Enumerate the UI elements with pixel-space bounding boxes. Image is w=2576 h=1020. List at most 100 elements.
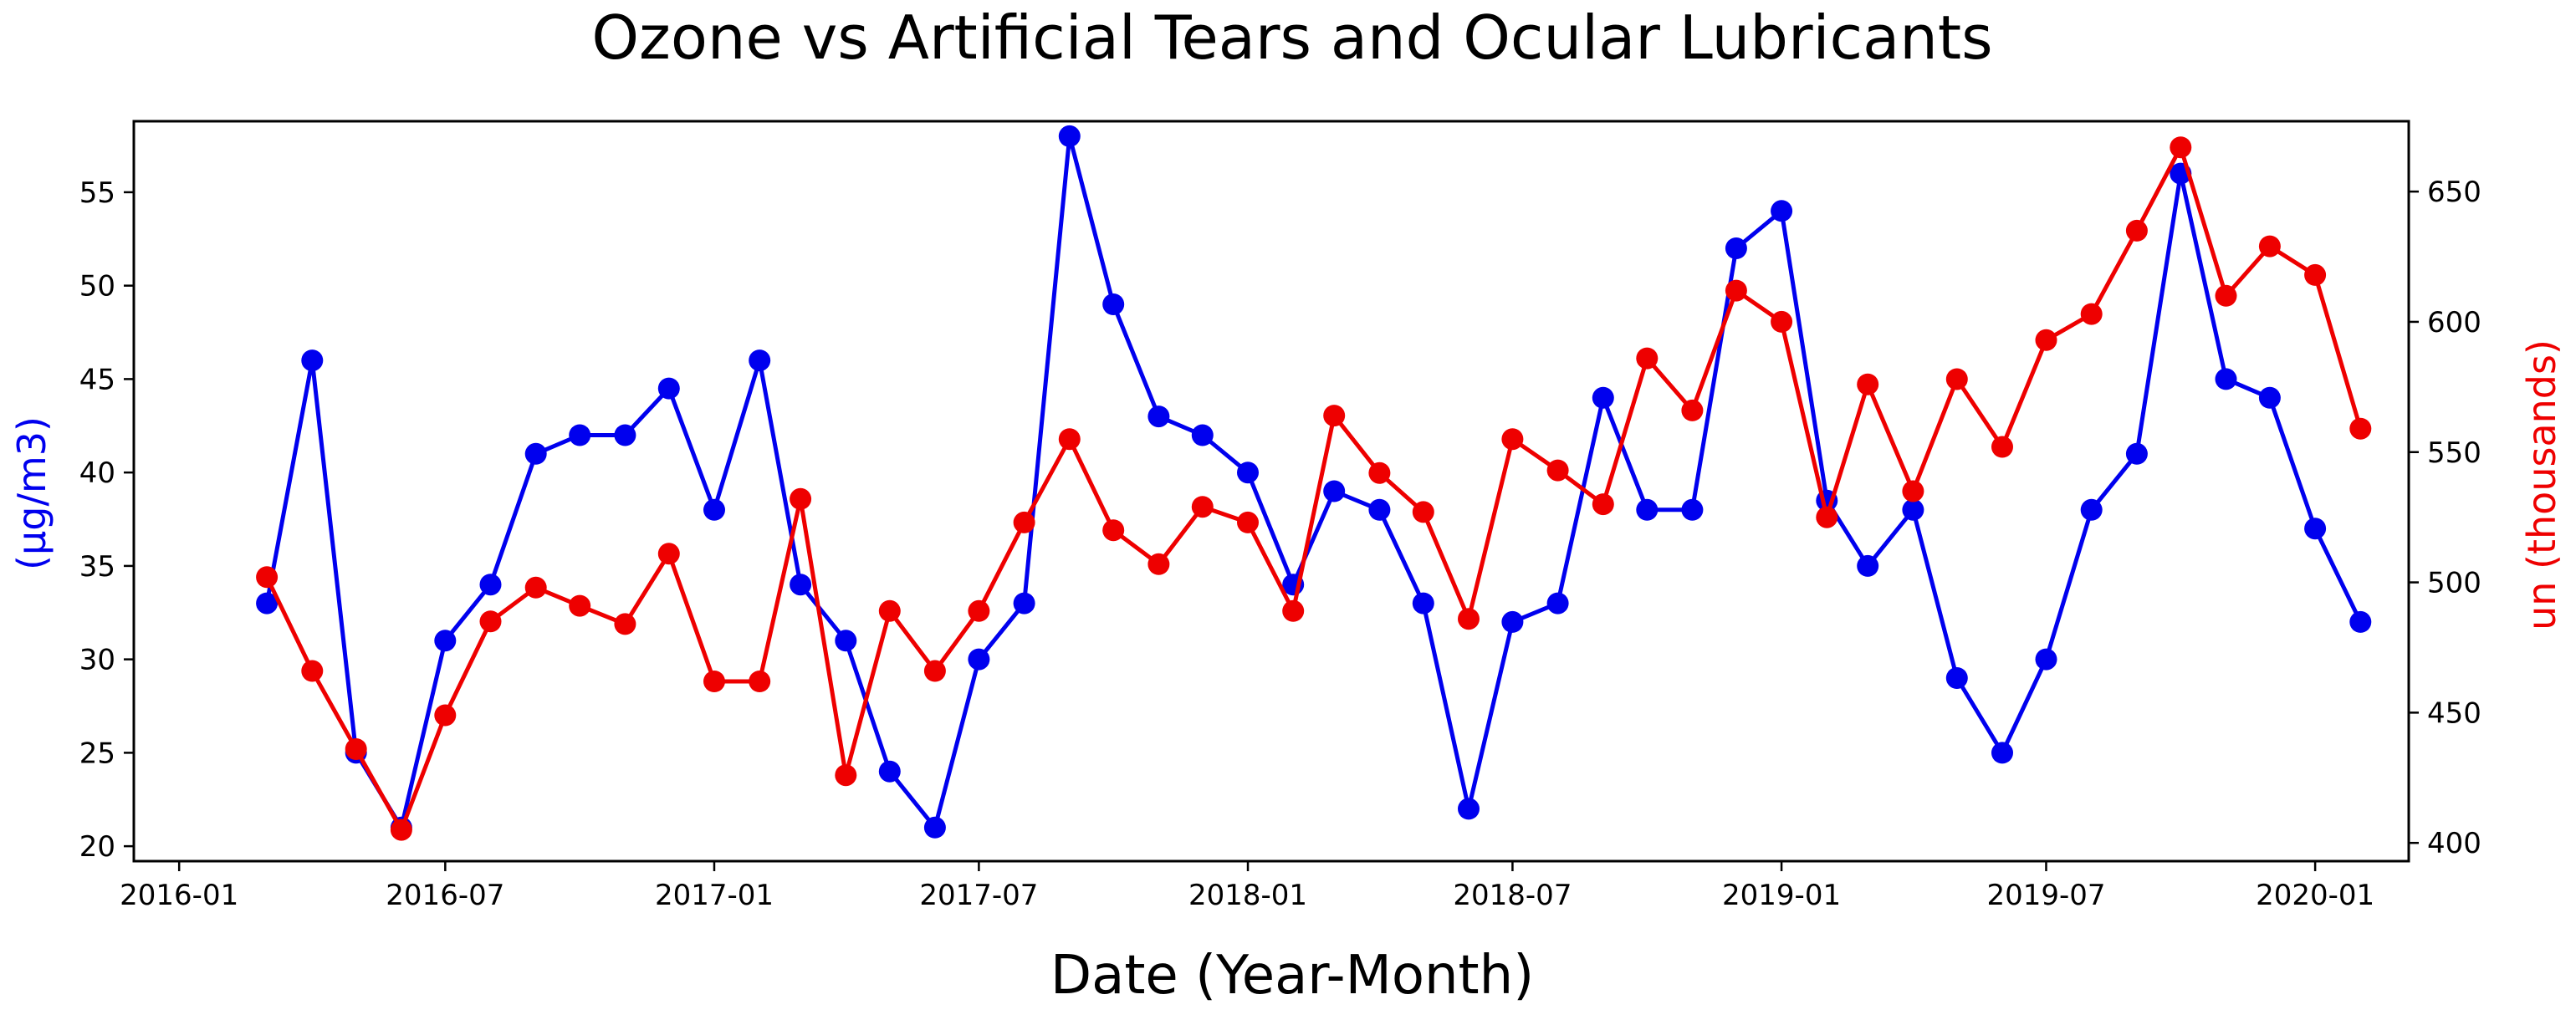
data-point-right [790, 487, 812, 510]
data-point-left [657, 377, 680, 400]
data-point-left [1546, 592, 1569, 615]
data-point-right [1857, 373, 1879, 395]
data-point-right [1501, 428, 1524, 451]
data-point-right [1147, 553, 1170, 575]
y-left-tick-label: 35 [79, 550, 115, 584]
data-point-right [2035, 329, 2057, 351]
data-point-left [2258, 386, 2281, 409]
data-point-right [1058, 428, 1081, 451]
data-point-left [614, 424, 636, 446]
x-tick-label: 2016-07 [386, 879, 504, 912]
data-point-left [2304, 518, 2327, 540]
data-point-left [479, 574, 502, 596]
data-point-left [835, 630, 857, 652]
data-point-left [1991, 742, 2013, 764]
data-point-left [1368, 498, 1391, 521]
data-point-left [2349, 610, 2372, 633]
y-right-tick-label: 450 [2427, 696, 2481, 730]
data-point-right [657, 543, 680, 565]
data-point-right [1816, 506, 1838, 528]
data-point-right [434, 704, 457, 727]
data-point-right [2349, 417, 2372, 440]
data-point-right [390, 819, 412, 841]
data-point-right [1191, 496, 1214, 518]
chart-title: Ozone vs Artificial Tears and Ocular Lub… [591, 3, 1992, 73]
data-point-left [2125, 442, 2148, 465]
data-point-right [1323, 405, 1346, 427]
y-axis-label-right: un (thousands) [2519, 339, 2564, 630]
plot-area [132, 120, 2410, 863]
data-point-left [569, 424, 591, 446]
data-point-right [1546, 459, 1569, 482]
data-point-right [749, 671, 771, 692]
data-point-right [1013, 511, 1035, 533]
data-point-left [256, 592, 279, 615]
data-point-right [2304, 263, 2327, 286]
series-line-right [264, 145, 2363, 833]
x-tick-label: 2019-07 [1986, 879, 2105, 912]
data-point-right [1902, 480, 1924, 502]
y-right-tick-label: 650 [2427, 176, 2481, 209]
y-left-tick-label: 30 [79, 644, 115, 677]
data-point-left [1725, 237, 1747, 259]
data-point-right [1412, 501, 1434, 523]
x-axis-label: Date (Year-Month) [1050, 945, 1534, 1007]
data-point-left [923, 816, 946, 839]
data-point-right [2170, 136, 2192, 159]
x-tick-label: 2020-01 [2256, 879, 2374, 912]
data-point-right [1458, 608, 1480, 630]
data-point-right [1725, 279, 1747, 302]
x-tick-label: 2018-01 [1188, 879, 1307, 912]
x-tick-label: 2018-07 [1453, 879, 1572, 912]
y-left-tick-label: 55 [79, 176, 115, 210]
data-point-right [479, 610, 502, 633]
data-point-right [614, 613, 636, 635]
data-point-left [1237, 462, 1259, 484]
data-point-left [1681, 498, 1704, 521]
data-point-right [703, 671, 725, 692]
data-point-right [878, 599, 901, 622]
data-point-right [569, 594, 591, 617]
data-point-left [1902, 498, 1924, 521]
data-point-right [1945, 368, 1968, 390]
data-point-right [524, 576, 547, 599]
data-point-right [1771, 310, 1793, 333]
data-point-right [2215, 284, 2237, 307]
data-point-right [1592, 493, 1614, 516]
y-right-tick-label: 600 [2427, 306, 2481, 339]
data-point-left [1191, 424, 1214, 446]
data-point-left [1857, 554, 1879, 577]
data-point-right [345, 738, 367, 760]
y-left-tick-label: 50 [79, 270, 115, 303]
y-left-tick-label: 45 [79, 363, 115, 396]
x-tick-label: 2017-01 [655, 879, 774, 912]
plot-frame [132, 120, 2410, 863]
series-left [256, 125, 2372, 839]
data-point-left [1102, 293, 1125, 315]
data-point-left [968, 648, 990, 671]
data-point-right [835, 764, 857, 787]
data-point-left [2080, 498, 2103, 521]
data-point-left [790, 574, 812, 596]
data-point-left [1458, 798, 1480, 820]
data-point-right [256, 566, 279, 589]
data-point-right [301, 660, 324, 682]
data-point-right [1237, 511, 1259, 533]
data-point-right [1282, 599, 1305, 622]
y-right-tick-label: 400 [2427, 827, 2481, 860]
data-point-left [434, 630, 457, 652]
ticks-layer: 2016-01 2016-07 2017-01 2017-07 2018-01 2018-… [79, 176, 2481, 912]
data-point-right [2125, 219, 2148, 242]
series-line-left [264, 134, 2363, 830]
x-tick-label: 2019-01 [1722, 879, 1841, 912]
data-point-left [1147, 405, 1170, 428]
data-point-left [1013, 592, 1035, 615]
y-axis-label-left: (µg/m3) [9, 416, 54, 570]
x-tick-label: 2016-01 [120, 879, 238, 912]
data-point-left [1058, 125, 1081, 147]
x-tick-label: 2017-07 [919, 879, 1038, 912]
data-point-left [1945, 667, 1968, 689]
data-point-right [1636, 347, 1659, 370]
data-point-left [749, 349, 771, 372]
